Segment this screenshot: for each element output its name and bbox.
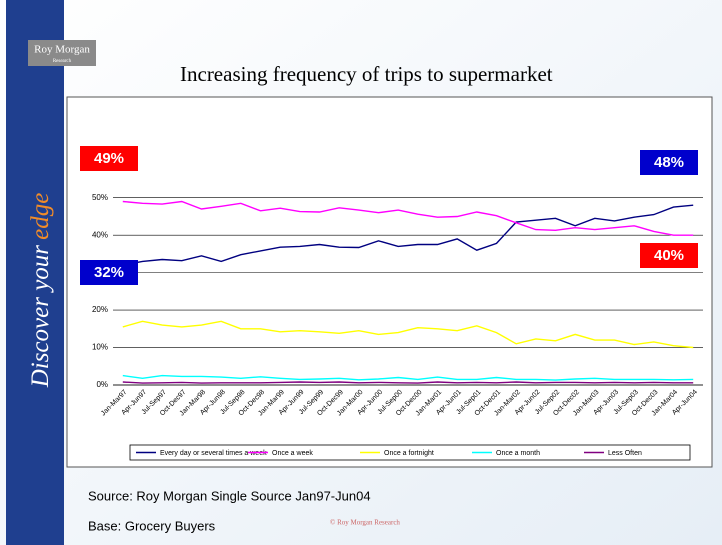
series-line xyxy=(122,381,694,384)
sidebar xyxy=(6,0,64,545)
source: Source: Roy Morgan Single Source Jan97-J… xyxy=(88,488,371,503)
series-line xyxy=(122,374,694,381)
chart-title: Increasing frequency of trips to superma… xyxy=(180,62,553,86)
legend-label: Once a fortnight xyxy=(384,450,434,457)
annotation-box xyxy=(80,260,138,285)
y-tick-label: 40% xyxy=(92,230,108,239)
annotation: 40% xyxy=(654,247,684,264)
annotation: 48% xyxy=(654,154,684,171)
annotation-box xyxy=(80,146,138,171)
series-line xyxy=(122,204,694,266)
copyright: © Roy Morgan Research xyxy=(330,519,400,527)
y-tick-label: 20% xyxy=(92,305,108,314)
annotation: 49% xyxy=(94,150,124,167)
chart-area xyxy=(66,96,713,468)
y-tick-label: 10% xyxy=(92,343,108,352)
legend-label: Once a month xyxy=(496,450,540,457)
y-tick-label: 50% xyxy=(92,193,108,202)
annotation: 32% xyxy=(94,264,124,281)
legend xyxy=(129,444,691,461)
logo-box xyxy=(28,40,96,66)
sidebar-accent: edge xyxy=(27,193,54,240)
logo-sub: Research xyxy=(53,59,72,64)
y-tick-label: 0% xyxy=(96,380,108,389)
sidebar-main: Discover your xyxy=(27,245,54,389)
logo: Roy Morgan xyxy=(34,44,90,56)
annotation-box xyxy=(640,150,698,175)
legend-label: Less Often xyxy=(608,450,642,457)
legend-label: Once a week xyxy=(272,450,313,457)
sidebar-text: Discover your edge xyxy=(27,193,54,389)
annotation-box xyxy=(640,243,698,268)
base: Base: Grocery Buyers xyxy=(88,518,216,533)
legend-label: Every day or several times a week xyxy=(160,450,267,457)
series-line xyxy=(122,320,694,349)
series-line xyxy=(122,200,694,236)
